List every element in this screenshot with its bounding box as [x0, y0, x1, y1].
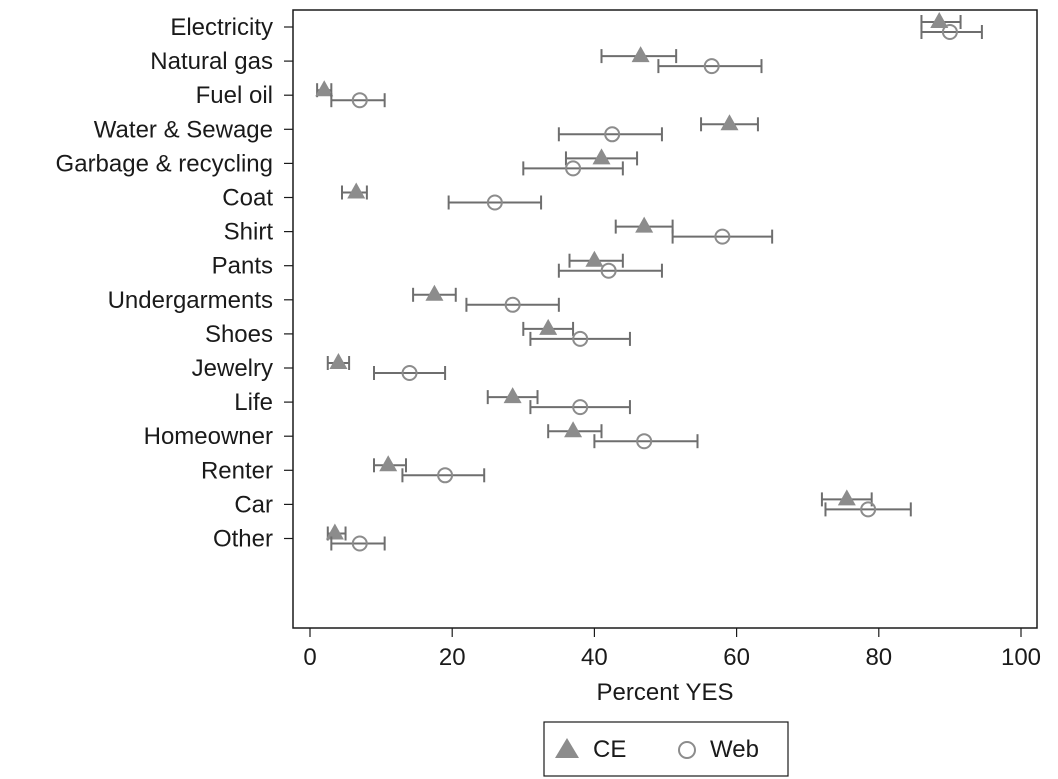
y-tick-label: Life [234, 389, 273, 416]
web-marker [636, 433, 653, 450]
y-tick-label: Pants [212, 253, 273, 280]
web-marker [351, 535, 368, 552]
web-marker [565, 160, 582, 177]
y-axis-labels: Electricity Natural gas Fuel oil Water & Se… [56, 14, 293, 553]
ce-marker [539, 318, 558, 335]
web-marker [714, 228, 731, 245]
web-marker [941, 24, 958, 40]
y-tick-label: Water & Sewage [94, 116, 273, 143]
y-tick-label: Natural gas [150, 48, 273, 75]
y-tick-label: Coat [222, 185, 273, 212]
y-tick-label: Jewelry [192, 355, 273, 382]
plot-area-frame [292, 9, 1038, 629]
ce-marker [585, 250, 604, 267]
web-marker [401, 365, 418, 381]
y-tick-label: Shoes [205, 321, 273, 348]
ce-marker [592, 148, 611, 165]
ce-marker [564, 421, 583, 438]
web-marker [504, 296, 521, 313]
x-tick-label: 40 [581, 644, 608, 671]
ce-marker [329, 353, 348, 369]
web-marker [351, 92, 368, 109]
y-tick-label: Homeowner [144, 423, 273, 450]
x-axis: 0 20 40 60 80 100 [303, 628, 1041, 671]
ce-marker [837, 489, 856, 506]
y-tick-label: Renter [201, 457, 273, 484]
x-tick-label: 20 [439, 644, 466, 671]
series-ce [315, 12, 962, 541]
web-marker [860, 501, 877, 518]
y-tick-label: Garbage & recycling [56, 150, 273, 177]
legend-label-web: Web [710, 736, 759, 763]
web-marker [437, 467, 454, 484]
x-tick-label: 60 [723, 644, 750, 671]
y-tick-label: Undergarments [108, 287, 273, 314]
ce-marker [347, 182, 366, 199]
filled-triangle-icon [555, 738, 579, 758]
legend: CE Web [543, 721, 789, 777]
series-web [330, 24, 983, 552]
x-tick-label: 100 [1001, 644, 1041, 671]
ce-marker [635, 216, 654, 233]
x-tick-label: 80 [865, 644, 892, 671]
ce-marker [631, 46, 650, 63]
web-marker [600, 262, 617, 279]
ce-marker [503, 387, 522, 404]
web-marker [572, 399, 589, 416]
hollow-circle-icon [678, 741, 696, 759]
y-tick-label: Car [234, 491, 273, 518]
legend-box [543, 721, 789, 777]
y-tick-label: Electricity [170, 14, 273, 41]
y-tick-label: Fuel oil [196, 82, 273, 109]
series-layer [315, 12, 983, 552]
ce-marker [379, 455, 398, 472]
web-marker [486, 194, 503, 211]
web-marker [604, 126, 621, 143]
ce-marker [720, 114, 739, 131]
ce-marker [930, 12, 949, 28]
ce-marker [325, 523, 344, 540]
x-tick-label: 0 [303, 644, 316, 671]
x-axis-title: Percent YES [597, 679, 734, 706]
y-tick-label: Other [213, 526, 273, 553]
ce-marker [315, 80, 334, 97]
ce-marker [425, 284, 444, 301]
web-marker [703, 58, 720, 75]
web-marker [572, 330, 589, 347]
y-tick-label: Shirt [224, 219, 274, 246]
legend-label-ce: CE [593, 736, 626, 763]
